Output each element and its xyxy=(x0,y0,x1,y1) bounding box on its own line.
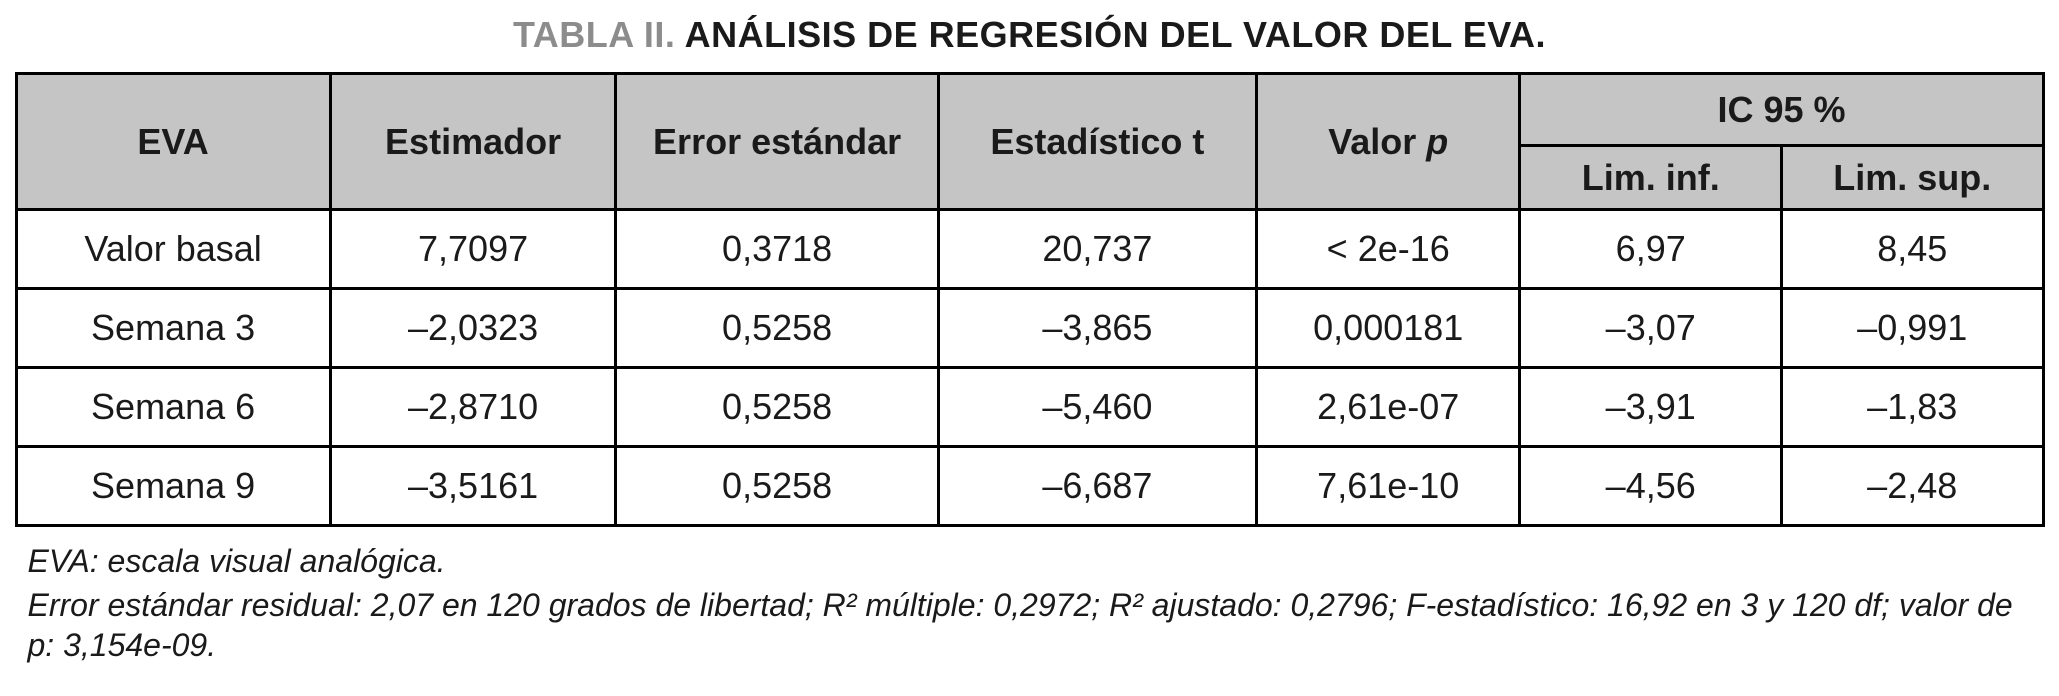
table-row-semana-6: Semana 6 –2,8710 0,5258 –5,460 2,61e-07 … xyxy=(14,366,2045,448)
cell-valor-p: 0,000181 xyxy=(1254,287,1522,369)
header-eva: EVA xyxy=(14,72,332,211)
row-label: Semana 3 xyxy=(14,287,332,369)
cell-estimador: –2,8710 xyxy=(328,366,618,448)
cell-estimador: –3,5161 xyxy=(328,445,618,527)
cell-estadistico-t: –6,687 xyxy=(936,445,1258,527)
header-estadistico-t: Estadístico t xyxy=(936,72,1258,211)
cell-estimador: –2,0323 xyxy=(328,287,618,369)
table-row-semana-9: Semana 9 –3,5161 0,5258 –6,687 7,61e-10 … xyxy=(14,445,2045,527)
header-estimador: Estimador xyxy=(328,72,618,211)
cell-estadistico-t: 20,737 xyxy=(936,208,1258,290)
cell-error-estandar: 0,5258 xyxy=(614,287,940,369)
cell-lim-inf: –3,91 xyxy=(1518,366,1783,448)
header-lim-inf: Lim. inf. xyxy=(1518,144,1783,211)
table-title: TABLA II. ANÁLISIS DE REGRESIÓN DEL VALO… xyxy=(0,14,2059,56)
row-label: Valor basal xyxy=(14,208,332,290)
header-valor-text: Valor xyxy=(1328,120,1417,162)
header-row-top: EVA Estimador Error estándar Estadístico… xyxy=(14,72,2045,211)
cell-lim-sup: –1,83 xyxy=(1779,366,2045,448)
header-error-estandar: Error estándar xyxy=(614,72,940,211)
table-row-valor-basal: Valor basal 7,7097 0,3718 20,737 < 2e-16… xyxy=(14,208,2045,290)
header-ic95-group: IC 95 % xyxy=(1518,72,2045,147)
row-label: Semana 9 xyxy=(14,445,332,527)
header-valor-p: Valor p xyxy=(1254,72,1522,211)
header-p-italic: p xyxy=(1426,120,1449,162)
cell-lim-sup: –0,991 xyxy=(1779,287,2045,369)
cell-valor-p: 7,61e-10 xyxy=(1254,445,1522,527)
header-row-sub: Lim. inf. Lim. sup. xyxy=(16,144,2045,211)
cell-lim-sup: –2,48 xyxy=(1779,445,2045,527)
cell-error-estandar: 0,3718 xyxy=(614,208,940,290)
cell-valor-p: < 2e-16 xyxy=(1254,208,1522,290)
header-lim-sup: Lim. sup. xyxy=(1779,144,2045,211)
regression-table: EVA Estimador Error estándar Estadístico… xyxy=(14,72,2045,527)
cell-lim-sup: 8,45 xyxy=(1779,208,2045,290)
footnotes: EVA: escala visual analógica. Error está… xyxy=(22,541,2038,665)
cell-error-estandar: 0,5258 xyxy=(614,366,940,448)
cell-lim-inf: –4,56 xyxy=(1518,445,1783,527)
cell-estimador: 7,7097 xyxy=(328,208,618,290)
table-title-label: TABLA II. xyxy=(512,14,676,55)
table-title-text: ANÁLISIS DE REGRESIÓN DEL VALOR DEL EVA. xyxy=(684,14,1547,55)
cell-estadistico-t: –3,865 xyxy=(936,287,1258,369)
cell-lim-inf: 6,97 xyxy=(1518,208,1783,290)
footnote-abbreviation: EVA: escala visual analógica. xyxy=(27,543,446,579)
cell-lim-inf: –3,07 xyxy=(1518,287,1783,369)
cell-valor-p: 2,61e-07 xyxy=(1254,366,1522,448)
footnote-statistics: Error estándar residual: 2,07 en 120 gra… xyxy=(27,587,2013,663)
row-label: Semana 6 xyxy=(14,366,332,448)
cell-estadistico-t: –5,460 xyxy=(936,366,1258,448)
cell-error-estandar: 0,5258 xyxy=(614,445,940,527)
table-row-semana-3: Semana 3 –2,0323 0,5258 –3,865 0,000181 … xyxy=(14,287,2045,369)
